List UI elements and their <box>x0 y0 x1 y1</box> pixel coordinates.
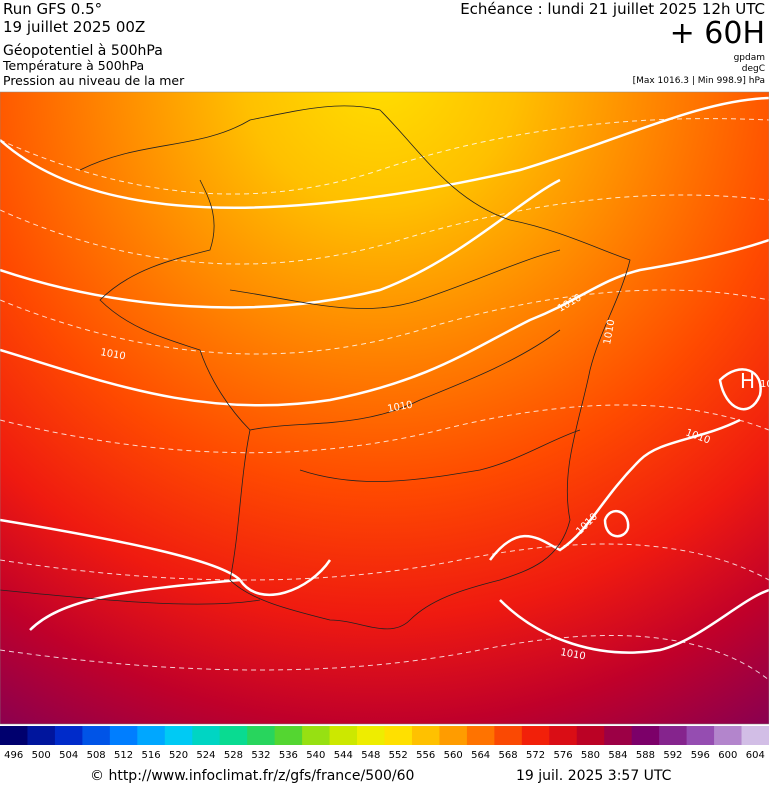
legend-tick-label: 512 <box>114 750 133 761</box>
legend-tick-label: 536 <box>279 750 298 761</box>
contour-label: 1010 <box>559 647 586 662</box>
legend-tick-label: 496 <box>4 750 23 761</box>
contour-label: 1010 <box>99 347 126 362</box>
legend-swatch <box>466 726 495 745</box>
map-frame <box>0 91 769 725</box>
legend-swatch <box>714 726 743 745</box>
legend-swatch <box>219 726 248 745</box>
legend-swatch <box>686 726 715 745</box>
legend-tick-label: 572 <box>526 750 545 761</box>
legend-swatch <box>329 726 358 745</box>
contour-label: 1010 <box>602 319 617 346</box>
legend-swatch <box>274 726 303 745</box>
legend-swatch <box>0 726 28 745</box>
legend-swatch <box>302 726 331 745</box>
legend-tick-label: 556 <box>416 750 435 761</box>
legend-tick-label: 548 <box>361 750 380 761</box>
generated-time: 19 juil. 2025 3:57 UTC <box>516 768 672 784</box>
legend-swatch <box>631 726 660 745</box>
run-date: 19 juillet 2025 00Z <box>3 18 145 36</box>
legend-swatch <box>192 726 221 745</box>
legend-tick-label: 576 <box>553 750 572 761</box>
geopotential-contours <box>0 96 769 654</box>
field-label: Géopotentiel à 500hPa <box>3 43 163 59</box>
legend-swatch <box>576 726 605 745</box>
legend-tick-label: 596 <box>691 750 710 761</box>
legend-tick-label: 560 <box>444 750 463 761</box>
valid-time: Echéance : lundi 21 juillet 2025 12h UTC <box>460 0 765 18</box>
source-credit: © http://www.infoclimat.fr/z/gfs/france/… <box>90 768 414 784</box>
legend-tick-label: 528 <box>224 750 243 761</box>
legend-swatch <box>549 726 578 745</box>
legend-swatch <box>137 726 166 745</box>
legend-tick-label: 564 <box>471 750 490 761</box>
legend-tick-label: 592 <box>663 750 682 761</box>
legend-swatch <box>604 726 633 745</box>
legend-swatch <box>411 726 440 745</box>
legend-swatch <box>741 726 769 745</box>
legend-swatch <box>27 726 56 745</box>
unit-label: degC <box>742 64 765 74</box>
legend-tick-label: 524 <box>196 750 215 761</box>
legend-tick-label: 504 <box>59 750 78 761</box>
legend-swatch <box>384 726 413 745</box>
legend-tick-label: 516 <box>142 750 161 761</box>
unit-label: gpdam <box>734 53 765 63</box>
legend-tick-label: 552 <box>389 750 408 761</box>
legend-tick-label: 568 <box>499 750 518 761</box>
field-label: Température à 500hPa <box>2 58 144 73</box>
legend-tick-label: 580 <box>581 750 600 761</box>
high-pressure-label: H <box>740 369 755 393</box>
legend-swatch <box>521 726 550 745</box>
legend-tick-label: 588 <box>636 750 655 761</box>
legend-tick-label: 520 <box>169 750 188 761</box>
legend-swatch <box>439 726 468 745</box>
legend-swatch <box>82 726 111 745</box>
legend-tick-label: 540 <box>306 750 325 761</box>
legend-tick-label: 600 <box>718 750 737 761</box>
legend-tick-label: 584 <box>608 750 627 761</box>
legend-swatch <box>494 726 523 745</box>
legend-swatch <box>109 726 138 745</box>
run-label: Run GFS 0.5° <box>3 0 102 18</box>
legend-tick-label: 604 <box>746 750 765 761</box>
contour-label: 10 <box>760 379 769 390</box>
legend-swatch <box>357 726 385 745</box>
legend-tick-label: 544 <box>334 750 353 761</box>
legend-swatch <box>659 726 688 745</box>
field-label: Pression au niveau de la mer <box>3 73 185 88</box>
legend-swatch <box>247 726 276 745</box>
temperature-contours <box>0 118 769 681</box>
legend-tick-label: 500 <box>32 750 51 761</box>
contour-label: 1010 <box>387 400 414 415</box>
legend-tick-label: 532 <box>251 750 270 761</box>
legend-tick-label: 508 <box>87 750 106 761</box>
pressure-range: [Max 1016.3 | Min 998.9] hPa <box>633 76 765 86</box>
legend-swatch <box>54 726 83 745</box>
coastlines-borders <box>0 105 631 630</box>
map-background <box>0 92 769 724</box>
legend-swatch <box>164 726 193 745</box>
lead-time: + 60H <box>670 16 765 51</box>
